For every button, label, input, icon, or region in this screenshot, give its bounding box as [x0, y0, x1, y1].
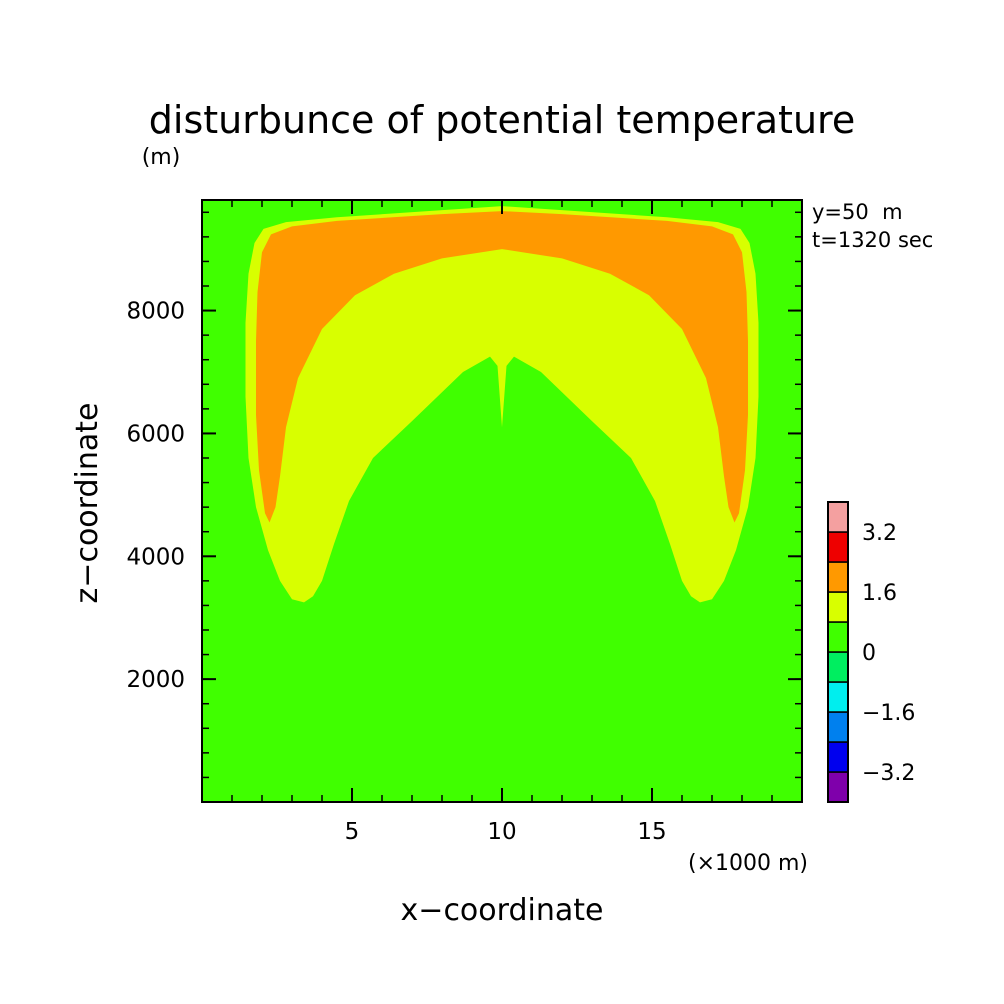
y-axis-unit: (m) [142, 145, 181, 170]
legend-swatch [827, 681, 849, 713]
y-tick-label: 6000 [126, 421, 185, 447]
contour-region-outer-band-0.8-1.6 [245, 206, 759, 603]
legend-frame [827, 501, 849, 803]
contour-plot [202, 200, 802, 802]
legend-swatch [827, 711, 849, 743]
legend-swatch [827, 531, 849, 563]
legend-swatch [827, 621, 849, 653]
color-legend: 3.2 1.6 0 −1.6 −3.2 [827, 501, 915, 803]
x-tick-label: 15 [637, 819, 666, 845]
x-axis-unit: (×1000 m) [688, 851, 808, 876]
legend-swatch [827, 741, 849, 773]
legend-label: 0 [862, 641, 876, 666]
legend-swatch [827, 501, 849, 533]
y-tick-label: 4000 [126, 544, 185, 570]
x-axis-label: x−coordinate [401, 893, 604, 928]
plot-axes: 5 10 15 2000 4000 6000 8000 [126, 199, 803, 845]
legend-label: 1.6 [862, 581, 897, 606]
x-tick-label: 10 [487, 819, 516, 845]
legend-swatch [827, 771, 849, 803]
legend-swatch [827, 591, 849, 623]
legend-swatch [827, 561, 849, 593]
legend-swatch [827, 651, 849, 683]
legend-label: −1.6 [862, 701, 915, 726]
chart-title: disturbunce of potential temperature [149, 98, 855, 142]
contour-region-band-1.6-2.4 [256, 211, 748, 523]
annotation-time: t=1320 sec [812, 228, 933, 252]
annotation-y-position: y=50 m [812, 200, 903, 224]
legend-label: 3.2 [862, 521, 897, 546]
legend-label: −3.2 [862, 761, 915, 786]
y-axis-label: z−coordinate [70, 403, 105, 604]
y-tick-label: 2000 [126, 667, 185, 693]
x-tick-label: 5 [345, 819, 360, 845]
y-tick-label: 8000 [126, 299, 185, 325]
